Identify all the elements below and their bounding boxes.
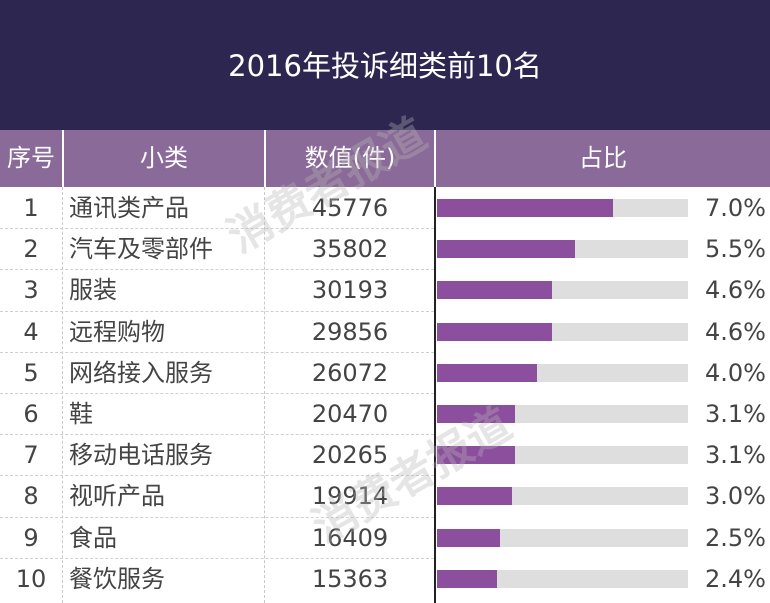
row-category: 服装: [69, 276, 117, 305]
row-category: 网络接入服务: [69, 358, 213, 387]
header-divider: [264, 130, 266, 187]
column-divider: [62, 187, 63, 603]
bar-track: [437, 363, 688, 382]
bar-track: [437, 528, 688, 547]
row-value: 26072: [311, 358, 389, 387]
title-bar: 2016年投诉细类前10名: [0, 0, 770, 130]
row-divider: [0, 557, 434, 559]
bar: [437, 569, 498, 588]
bar-label: 2.5%: [705, 523, 766, 552]
bar-track: [437, 322, 688, 341]
table-header: 序号 小类 数值(件) 占比: [0, 130, 770, 187]
row-value: 20265: [311, 441, 389, 470]
header-value: 数值(件): [304, 144, 396, 172]
row-value: 15363: [311, 564, 389, 593]
bar: [437, 240, 576, 259]
bar-track: [437, 405, 688, 423]
bar: [437, 487, 513, 506]
row-category: 食品: [69, 523, 117, 552]
bar-label: 2.4%: [705, 564, 766, 593]
row-category: 移动电话服务: [69, 441, 213, 470]
header-index: 序号: [7, 144, 55, 172]
row-category: 通讯类产品: [69, 194, 189, 222]
bar-label: 4.0%: [705, 358, 766, 387]
bar-label: 3.1%: [705, 400, 766, 428]
header-category: 小类: [140, 144, 188, 172]
bar-label: 4.6%: [705, 317, 766, 346]
bar-label: 5.5%: [705, 235, 766, 264]
bar: [437, 446, 515, 465]
row-value: 20470: [311, 400, 389, 428]
row-divider: [0, 475, 434, 477]
row-value: 35802: [311, 235, 389, 264]
chart-title: 2016年投诉细类前10名: [228, 49, 542, 83]
row-divider: [0, 434, 434, 436]
row-index: 9: [23, 523, 39, 552]
bar-track: [437, 487, 688, 506]
row-index: 2: [23, 235, 39, 264]
bar-track: [437, 569, 688, 588]
row-divider: [0, 310, 434, 312]
row-index: 10: [15, 564, 47, 593]
bar: [437, 199, 613, 217]
row-index: 3: [23, 276, 39, 305]
row-category: 鞋: [69, 400, 93, 428]
row-value: 30193: [311, 276, 389, 305]
bar: [437, 363, 538, 382]
header-divider: [434, 130, 436, 187]
row-category: 汽车及零部件: [69, 235, 213, 264]
row-value: 16409: [311, 523, 389, 552]
bar-track: [437, 446, 688, 465]
row-index: 4: [23, 317, 39, 346]
row-category: 远程购物: [69, 317, 165, 346]
bar: [437, 528, 500, 547]
row-category: 餐饮服务: [69, 564, 165, 593]
bar-label: 4.6%: [705, 276, 766, 305]
header-divider: [62, 130, 64, 187]
row-value: 45776: [311, 194, 389, 222]
row-divider: [0, 228, 434, 230]
row-value: 29856: [311, 317, 389, 346]
row-index: 6: [23, 400, 39, 428]
bar-label: 3.0%: [705, 482, 766, 511]
row-divider: [0, 351, 434, 353]
bar-track: [437, 240, 688, 259]
row-divider: [0, 516, 434, 518]
bar: [437, 281, 553, 300]
row-index: 5: [23, 358, 39, 387]
row-category: 视听产品: [69, 482, 165, 511]
row-index: 8: [23, 482, 39, 511]
header-share: 占比: [579, 144, 627, 172]
bar-axis-line: [434, 187, 436, 603]
bar: [437, 322, 553, 341]
bar-label: 7.0%: [705, 194, 766, 222]
bar-label: 3.1%: [705, 441, 766, 470]
row-value: 19914: [311, 482, 389, 511]
row-divider: [0, 393, 434, 394]
row-divider: [0, 269, 434, 271]
column-divider: [264, 187, 265, 603]
row-index: 7: [23, 441, 39, 470]
bar-track: [437, 281, 688, 300]
row-index: 1: [23, 194, 39, 222]
bar: [437, 405, 515, 423]
bar-track: [437, 199, 688, 217]
